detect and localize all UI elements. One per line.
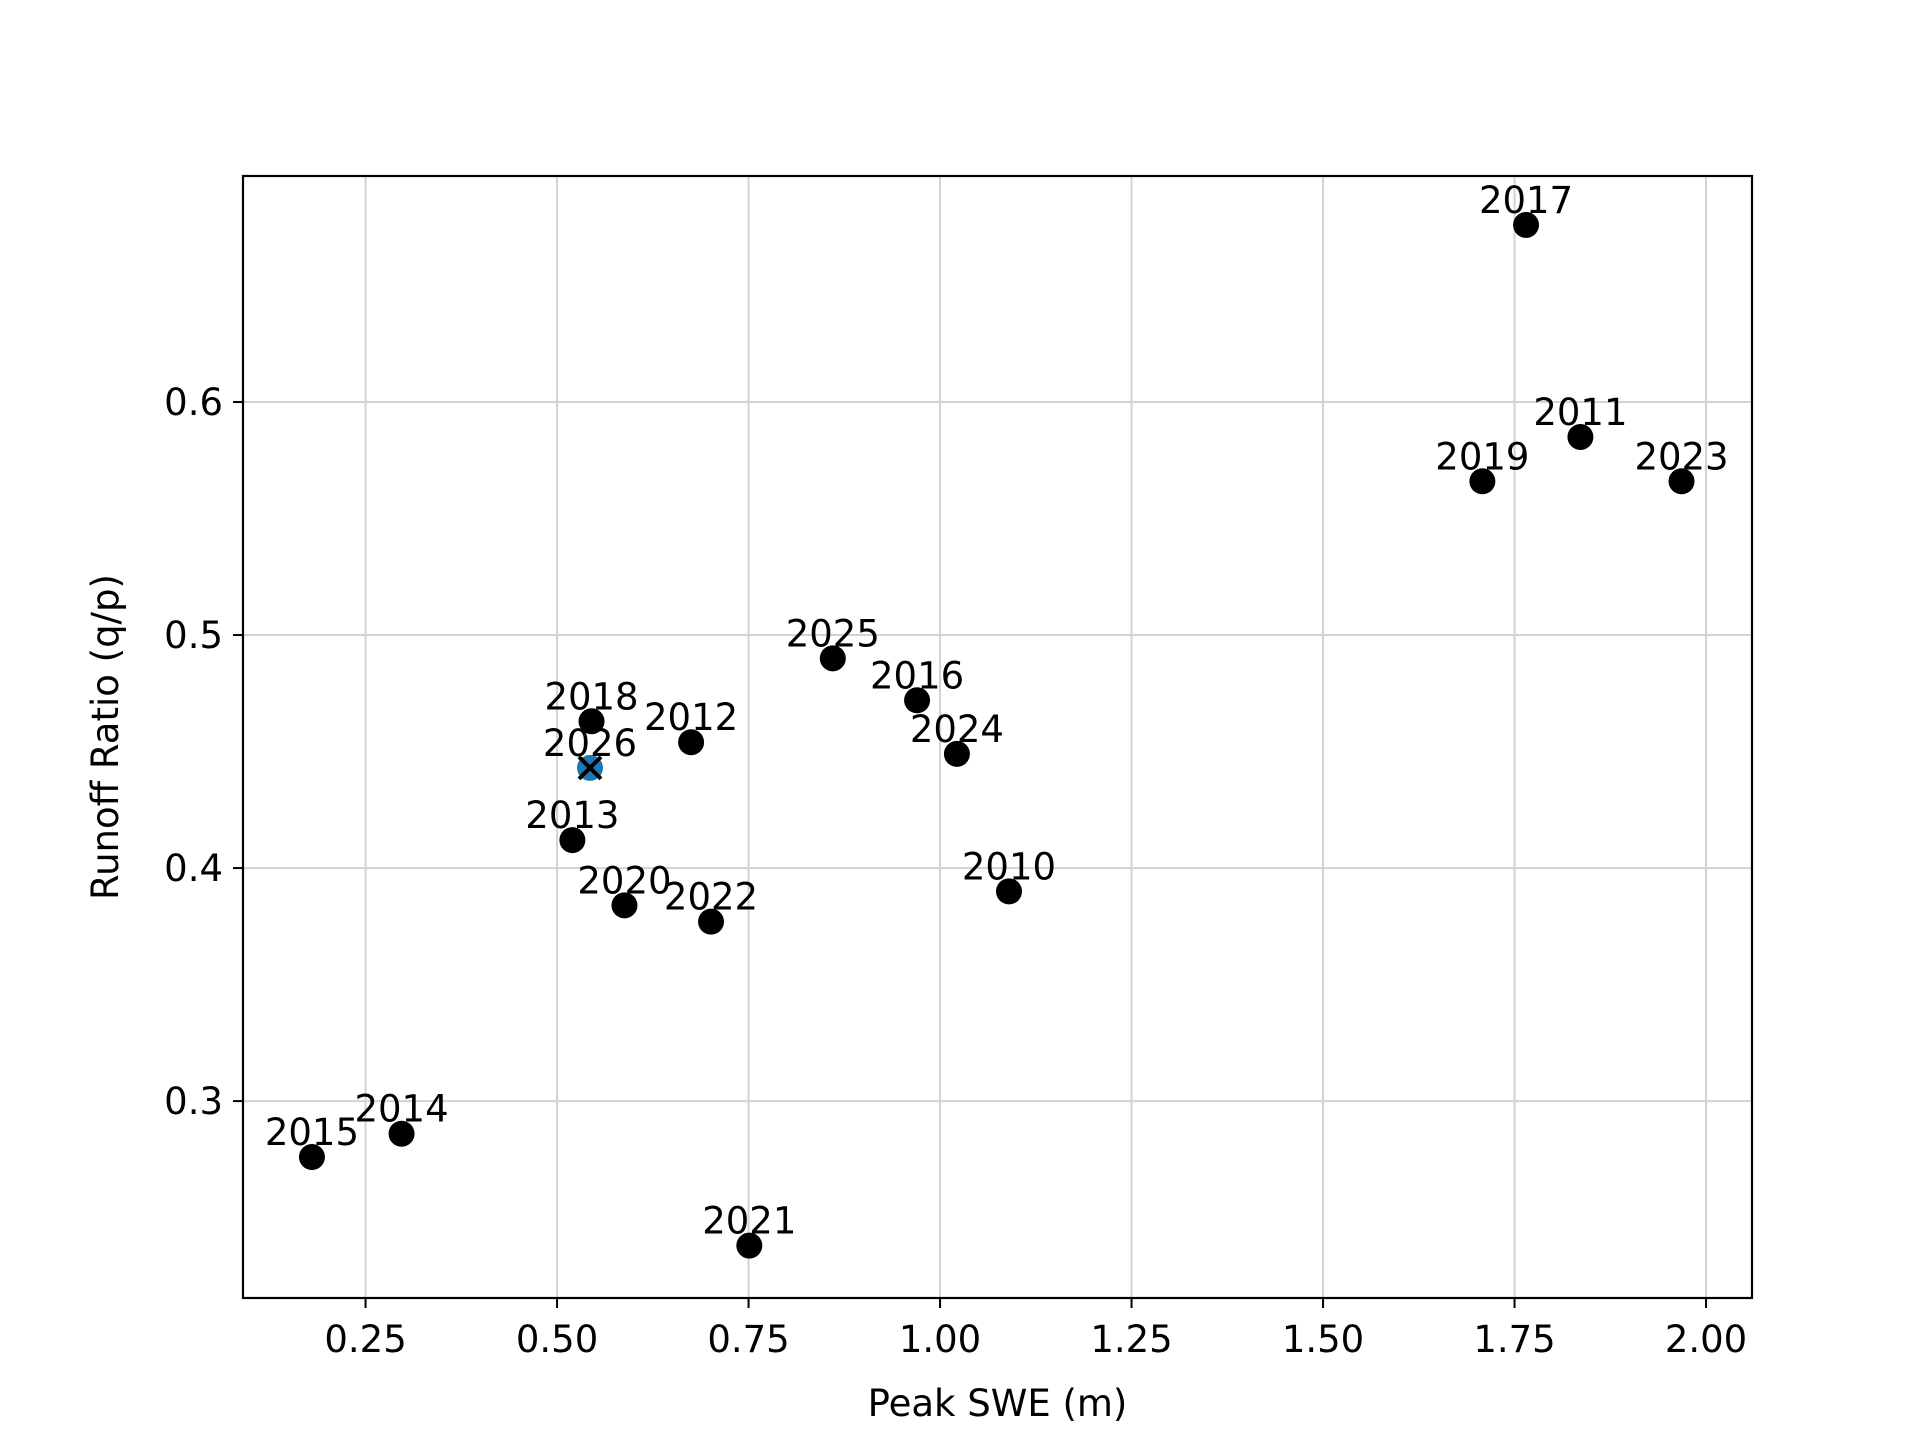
point-label-2021: 2021 (702, 1200, 796, 1243)
point-label-2014: 2014 (354, 1088, 448, 1131)
x-tick-label: 1.25 (1090, 1318, 1172, 1361)
y-tick-label: 0.3 (164, 1080, 223, 1123)
scatter-point-2011 (1567, 423, 1594, 450)
point-label-2018: 2018 (544, 675, 638, 718)
point-label-2024: 2024 (910, 708, 1004, 751)
point-label-2023: 2023 (1634, 435, 1728, 478)
point-label-2015: 2015 (265, 1111, 359, 1154)
point-label-2010: 2010 (962, 845, 1056, 888)
point-label-2016: 2016 (870, 654, 964, 697)
scatter-point-2019 (1469, 468, 1496, 495)
y-tick-label: 0.4 (164, 847, 223, 890)
x-axis-label: Peak SWE (m) (868, 1382, 1128, 1425)
scatter-point-2020 (611, 892, 638, 919)
scatter-point-2014 (388, 1120, 415, 1147)
y-tick-label: 0.5 (164, 614, 223, 657)
plot-frame (241, 174, 1754, 1300)
highlight-x-marker-b (577, 755, 603, 781)
scatter-point-2022 (698, 908, 725, 935)
y-tick-label: 0.6 (164, 381, 223, 424)
point-label-2012: 2012 (644, 696, 738, 739)
scatter-point-2021 (736, 1232, 763, 1259)
x-tick-label: 1.75 (1473, 1318, 1555, 1361)
scatter-point-2015 (298, 1144, 325, 1171)
point-label-2019: 2019 (1435, 435, 1529, 478)
scatter-point-2010 (995, 878, 1022, 905)
x-tick-label: 0.25 (324, 1318, 406, 1361)
scatter-point-2025 (819, 645, 846, 672)
scatter-point-2012 (678, 729, 705, 756)
point-label-2025: 2025 (786, 612, 880, 655)
y-axis-label: Runoff Ratio (q/p) (84, 574, 127, 900)
point-label-2013: 2013 (525, 794, 619, 837)
axis-ticks: 0.25 0.50 0.75 1.00 1.25 1.50 1.75 2.00 0.3 0.4 0.… (164, 381, 1747, 1361)
point-label-2020: 2020 (577, 859, 671, 902)
point-label-2022: 2022 (664, 876, 758, 919)
x-tick-label: 0.75 (707, 1318, 789, 1361)
scatter-point-2023 (1668, 468, 1695, 495)
x-tick-label: 2.00 (1665, 1318, 1747, 1361)
x-tick-label: 1.50 (1282, 1318, 1364, 1361)
point-label-2011: 2011 (1533, 391, 1627, 434)
x-tick-label: 1.00 (899, 1318, 981, 1361)
x-tick-label: 0.50 (516, 1318, 598, 1361)
scatter-point-2013 (559, 827, 586, 854)
scatter-point-2024 (943, 740, 970, 767)
point-label-2026: 2026 (543, 722, 637, 765)
data-points (298, 211, 1695, 1259)
scatter-point-2017 (1513, 211, 1540, 238)
grid-lines (243, 176, 1752, 1298)
scatter-point-2016 (904, 687, 931, 714)
point-label-2017: 2017 (1479, 179, 1573, 222)
scatter-point-2018 (578, 708, 605, 735)
